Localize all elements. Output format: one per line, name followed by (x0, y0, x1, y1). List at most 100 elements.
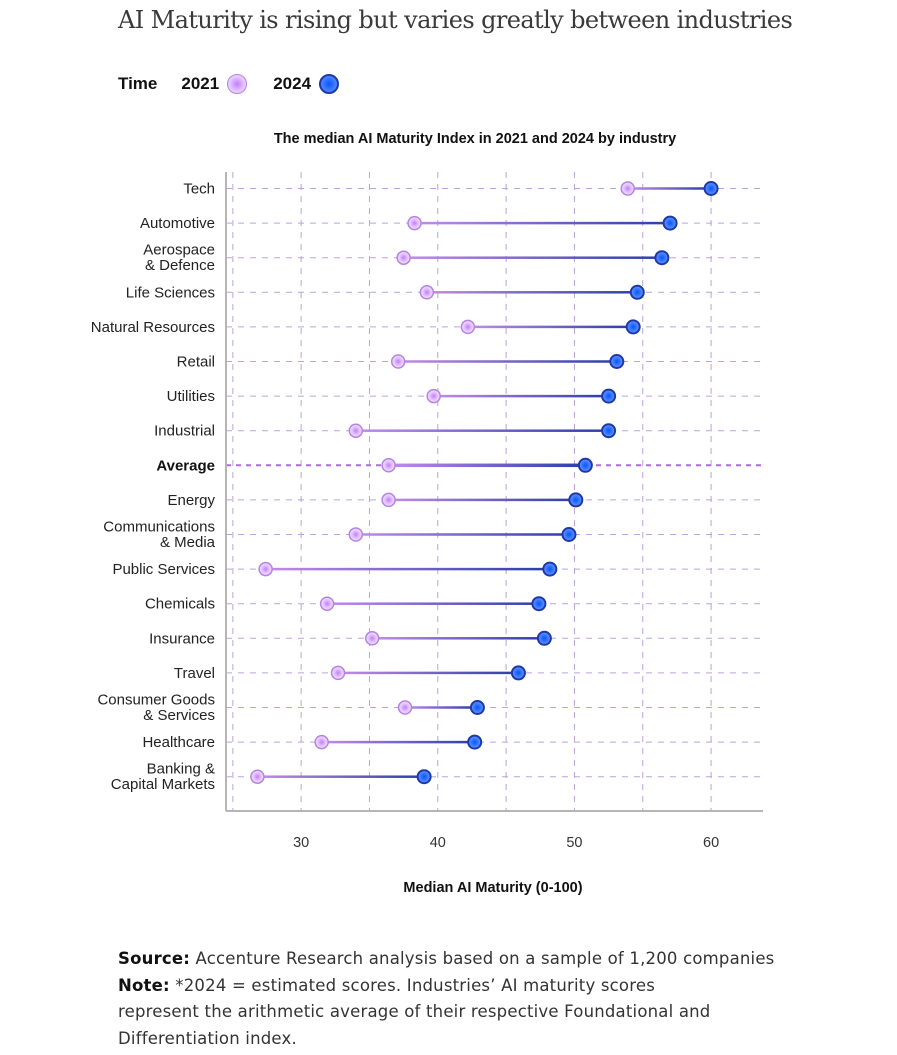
category-labels: Tech Automotive Aerospace & Defence Life Sci… (91, 181, 216, 794)
point-2024 (654, 250, 670, 266)
category-label: Healthcare (142, 734, 215, 751)
point-2024 (469, 700, 485, 715)
point-2021 (390, 354, 406, 369)
dumbbell-row (258, 561, 558, 577)
category-label: Travel (174, 665, 215, 682)
point-2021 (460, 319, 476, 335)
data-marks (250, 181, 719, 785)
dumbbell-row (396, 250, 670, 266)
connector-line (426, 291, 638, 294)
category-label: Automotive (140, 215, 215, 232)
point-2024 (601, 388, 617, 404)
connector-line (398, 360, 617, 363)
connector-line (321, 740, 475, 744)
footer: Source: Accenture Research analysis base… (118, 946, 838, 1052)
point-2021 (250, 769, 265, 784)
chart-title: The median AI Maturity Index in 2021 and… (274, 131, 676, 147)
dumbbell-row (348, 423, 617, 439)
connector-line (327, 602, 539, 605)
x-tick-label: 30 (293, 835, 309, 851)
connector-line (403, 256, 662, 259)
legend-item-2021-label: 2021 (181, 74, 220, 93)
x-tick-label: 60 (703, 835, 719, 851)
note-label: Note: (118, 975, 170, 995)
connector-line (414, 221, 671, 225)
connector-line (627, 187, 712, 190)
category-label: Natural Resources (91, 319, 215, 336)
point-2021 (620, 181, 635, 196)
connector-line (372, 637, 545, 640)
point-2024 (510, 665, 526, 681)
connector-line (338, 671, 519, 675)
point-2021 (348, 423, 364, 438)
point-2024 (703, 181, 719, 196)
point-2021 (330, 665, 346, 681)
connector-line (433, 394, 609, 398)
note: Note: *2024 = estimated scores. Industri… (118, 973, 718, 1053)
point-2021 (397, 700, 413, 715)
dumbbell-row (381, 457, 593, 473)
note-text: *2024 = estimated scores. Industries’ AI… (118, 975, 711, 1048)
dumbbell-row (381, 492, 584, 508)
connector-line (257, 775, 425, 778)
legend: Time 2021 2024 (118, 70, 340, 98)
point-2021 (396, 250, 411, 265)
point-2024 (531, 596, 547, 612)
point-2021 (348, 527, 364, 542)
category-label: Communications & Media (103, 519, 215, 552)
point-2024 (577, 457, 593, 473)
dumbbell-row (319, 596, 547, 612)
category-label: Average (156, 457, 215, 474)
point-2024 (601, 423, 617, 439)
point-2021 (381, 492, 396, 508)
connector-line (355, 533, 569, 536)
point-2024 (416, 769, 432, 785)
dumbbell-row (460, 319, 641, 335)
dumbbell-row (407, 215, 678, 231)
dumbbell-row (426, 388, 617, 404)
dumbbell-row (330, 665, 526, 681)
grid (226, 172, 763, 811)
category-label: Retail (177, 354, 215, 371)
category-label: Insurance (149, 630, 215, 647)
legend-label: Time (118, 74, 158, 93)
dumbbell-row (314, 734, 483, 750)
point-2024 (536, 630, 552, 646)
category-label: Public Services (112, 561, 215, 578)
category-label: Consumer Goods & Services (97, 692, 215, 725)
category-label: Banking & Capital Markets (111, 761, 215, 794)
connector-line (467, 325, 634, 329)
legend-item-2024-label: 2024 (273, 74, 312, 93)
category-label: Life Sciences (126, 284, 215, 301)
dumbbell-row (250, 769, 432, 785)
dumbbell-row (419, 284, 645, 300)
connector-line (265, 567, 550, 571)
x-tick-label: 50 (566, 835, 582, 851)
dumbbell-row (390, 354, 625, 369)
legend-2021-circle-icon (227, 74, 248, 94)
point-2024 (568, 492, 584, 508)
dumbbell-row (620, 181, 719, 196)
source-text: Accenture Research analysis based on a s… (190, 949, 775, 968)
source-label: Source: (118, 949, 191, 968)
category-label: Tech (183, 181, 215, 198)
axes (225, 172, 763, 812)
category-label: Industrial (154, 423, 215, 440)
page-title: AI Maturity is rising but varies greatly… (118, 6, 793, 34)
legend-2024-circle-icon (319, 74, 340, 94)
connector-line (355, 429, 609, 432)
point-2021 (314, 734, 329, 750)
category-label: Chemicals (145, 596, 215, 613)
category-label: Energy (167, 492, 215, 509)
dumbbell-row (364, 630, 552, 646)
point-2024 (629, 284, 645, 300)
point-2021 (419, 285, 435, 300)
point-2021 (407, 215, 422, 231)
point-2024 (561, 527, 577, 542)
point-2024 (662, 215, 678, 231)
category-label: Aerospace & Defence (143, 242, 215, 275)
point-2021 (381, 458, 396, 473)
source-note: Source: Accenture Research analysis base… (118, 946, 838, 973)
category-label: Utilities (167, 388, 215, 405)
x-tick-label: 40 (430, 835, 446, 851)
